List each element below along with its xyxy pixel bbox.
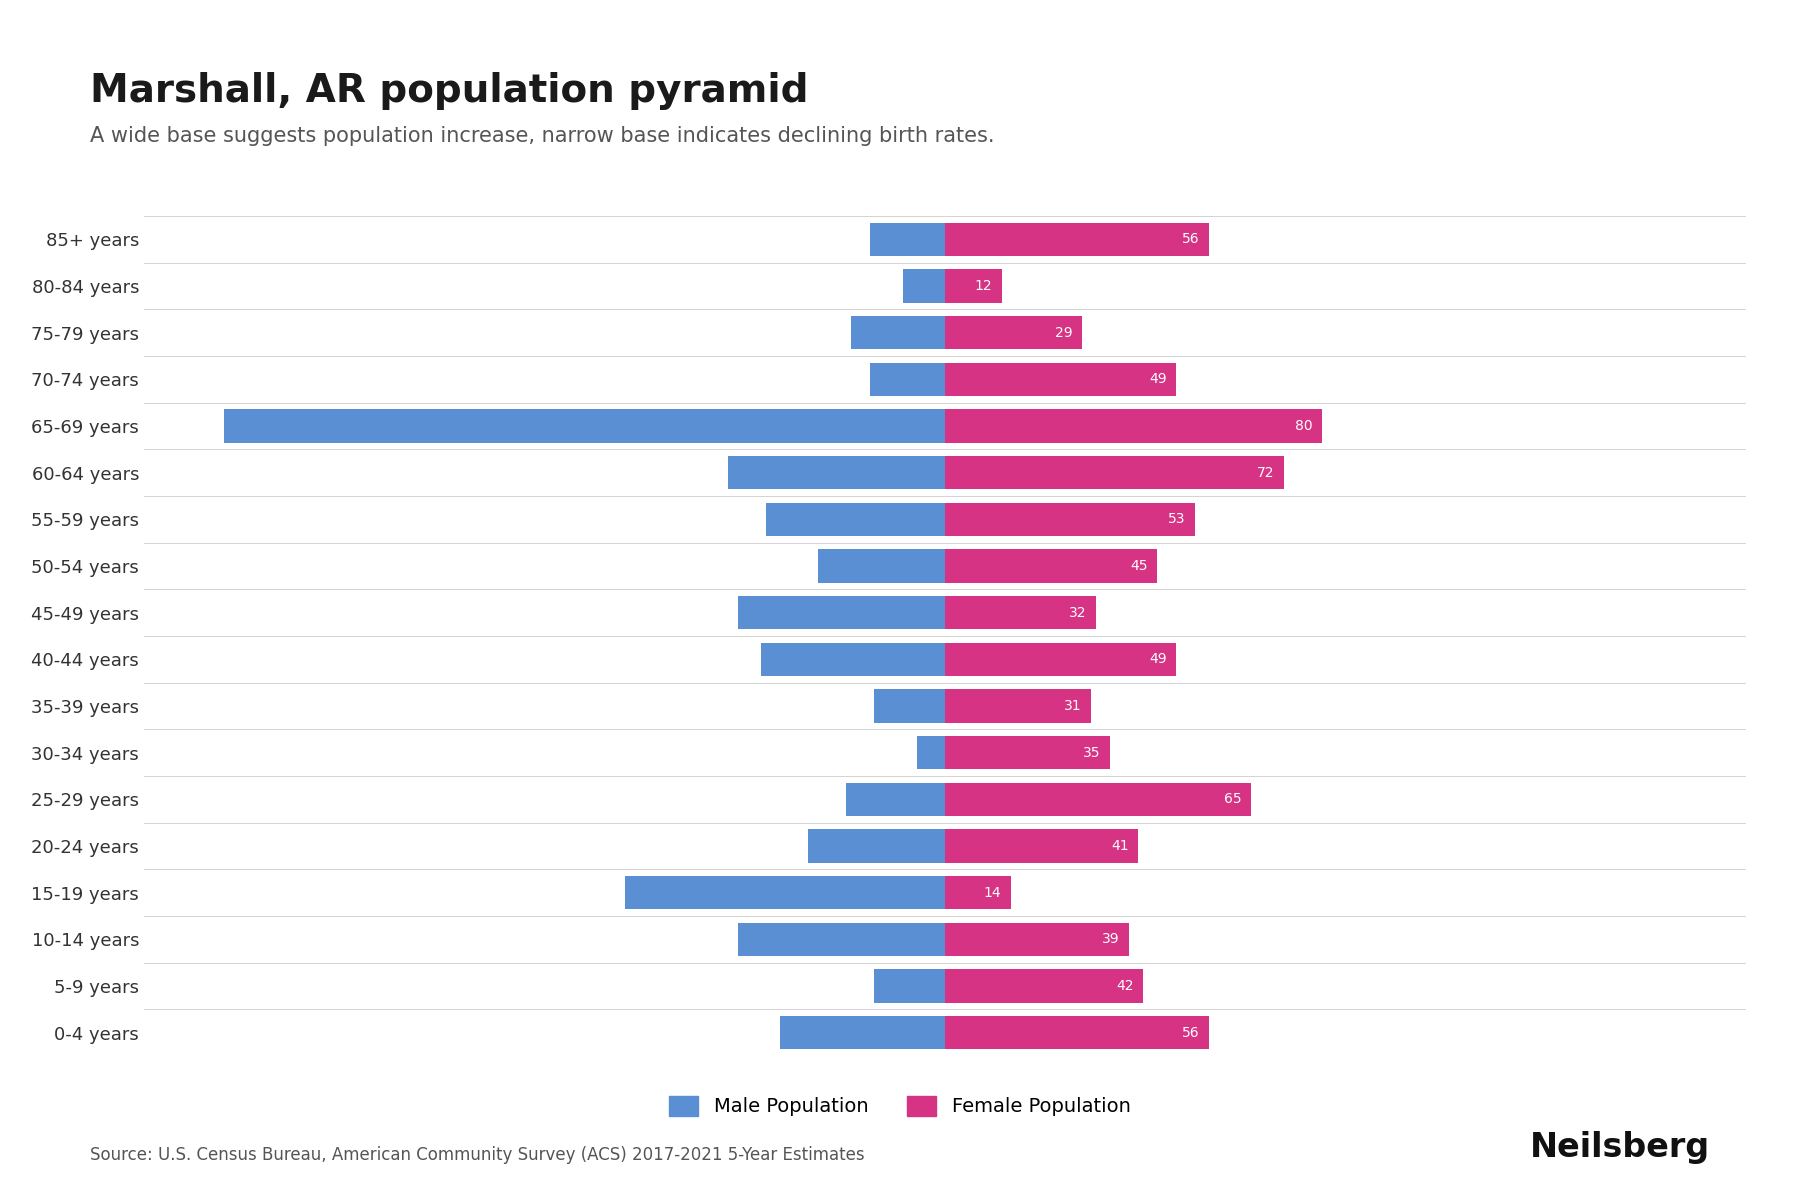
Text: 153: 153 — [189, 419, 214, 433]
Text: 38: 38 — [740, 512, 756, 527]
Bar — [945, 269, 1001, 302]
Bar — [945, 362, 1175, 396]
Bar — [225, 409, 945, 443]
Text: 56: 56 — [1183, 233, 1199, 246]
Text: 49: 49 — [1148, 372, 1166, 386]
Text: 14: 14 — [985, 886, 1001, 900]
Text: A wide base suggests population increase, narrow base indicates declining birth : A wide base suggests population increase… — [90, 126, 994, 146]
Text: 41: 41 — [1111, 839, 1129, 853]
Text: 21: 21 — [819, 792, 837, 806]
Bar — [869, 362, 945, 396]
Text: 39: 39 — [1102, 932, 1120, 947]
Bar — [817, 550, 945, 583]
Text: Source: U.S. Census Bureau, American Community Survey (ACS) 2017-2021 5-Year Est: Source: U.S. Census Bureau, American Com… — [90, 1146, 864, 1164]
Bar — [875, 970, 945, 1003]
Text: 29: 29 — [781, 839, 799, 853]
Bar — [738, 596, 945, 630]
Bar — [869, 222, 945, 256]
Text: 15: 15 — [848, 698, 864, 713]
Bar — [767, 503, 945, 536]
Text: 35: 35 — [752, 1026, 770, 1039]
Bar — [945, 550, 1157, 583]
Text: 56: 56 — [1183, 1026, 1199, 1039]
Bar — [729, 456, 945, 490]
Legend: Male Population, Female Population: Male Population, Female Population — [661, 1088, 1139, 1124]
Text: 44: 44 — [711, 606, 729, 619]
Bar — [779, 1016, 945, 1050]
Text: 27: 27 — [790, 559, 808, 574]
Bar — [945, 829, 1138, 863]
Text: 32: 32 — [1069, 606, 1087, 619]
Text: 49: 49 — [1148, 653, 1166, 666]
Text: 46: 46 — [702, 466, 718, 480]
Bar — [808, 829, 945, 863]
Text: 42: 42 — [1116, 979, 1134, 994]
Text: 9: 9 — [884, 280, 893, 293]
Text: Neilsberg: Neilsberg — [1530, 1130, 1710, 1164]
Bar — [738, 923, 945, 956]
Text: 12: 12 — [974, 280, 992, 293]
Text: 65: 65 — [1224, 792, 1242, 806]
Bar — [945, 596, 1096, 630]
Text: 15: 15 — [848, 979, 864, 994]
Bar — [945, 736, 1111, 769]
Text: 16: 16 — [842, 233, 860, 246]
Bar — [945, 970, 1143, 1003]
Bar — [945, 503, 1195, 536]
Bar — [945, 876, 1012, 910]
Text: 39: 39 — [734, 653, 752, 666]
Bar — [945, 222, 1210, 256]
Bar — [945, 316, 1082, 349]
Text: 35: 35 — [1084, 745, 1100, 760]
Bar — [945, 689, 1091, 722]
Text: 31: 31 — [1064, 698, 1082, 713]
Text: 45: 45 — [1130, 559, 1148, 574]
Bar — [945, 409, 1321, 443]
Bar — [875, 689, 945, 722]
Text: Marshall, AR population pyramid: Marshall, AR population pyramid — [90, 72, 808, 110]
Bar — [916, 736, 945, 769]
Bar — [902, 269, 945, 302]
Bar — [625, 876, 945, 910]
Text: 68: 68 — [598, 886, 616, 900]
Text: 80: 80 — [1294, 419, 1312, 433]
Bar — [945, 456, 1283, 490]
Bar — [945, 782, 1251, 816]
Text: 29: 29 — [1055, 325, 1073, 340]
Text: 72: 72 — [1258, 466, 1274, 480]
Bar — [945, 1016, 1210, 1050]
Bar — [846, 782, 945, 816]
Text: 53: 53 — [1168, 512, 1184, 527]
Bar — [945, 642, 1175, 676]
Text: 16: 16 — [842, 372, 860, 386]
Bar — [851, 316, 945, 349]
Bar — [761, 642, 945, 676]
Text: 44: 44 — [711, 932, 729, 947]
Bar — [945, 923, 1129, 956]
Text: 6: 6 — [898, 745, 907, 760]
Text: 20: 20 — [824, 325, 841, 340]
